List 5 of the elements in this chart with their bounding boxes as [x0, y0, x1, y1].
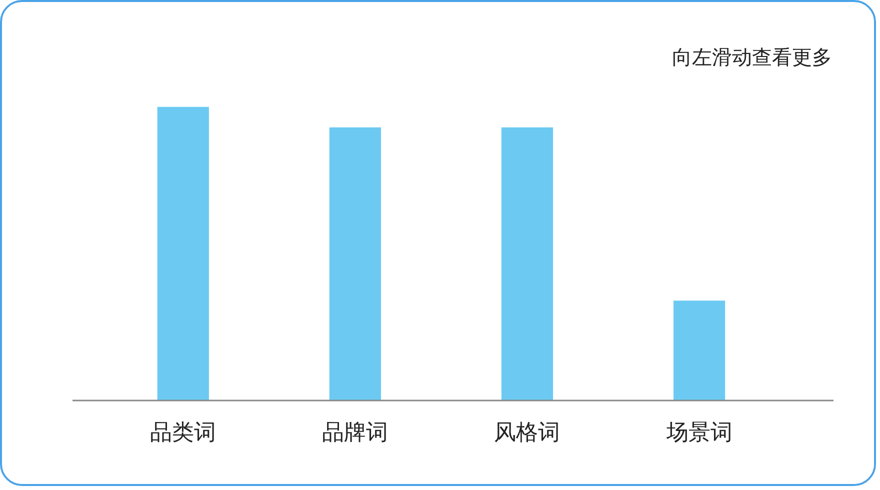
text: 向左滑动查看更多	[672, 44, 832, 69]
x-tick-label: 风格词	[494, 420, 560, 446]
x-tick-label: 品类词	[150, 420, 216, 446]
x-tick-label: 品牌词	[322, 420, 388, 446]
x-tick-label: 场景词	[665, 420, 732, 446]
